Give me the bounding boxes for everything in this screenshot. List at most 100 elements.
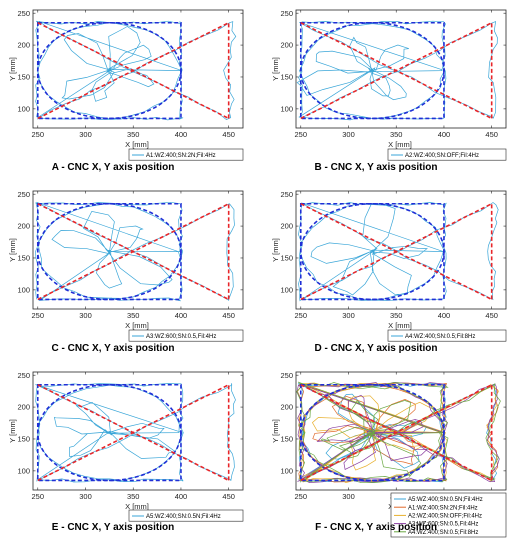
y-tick-label: 150	[280, 435, 293, 444]
y-tick-label: 150	[17, 254, 30, 263]
y-tick-label: 200	[17, 41, 30, 50]
panel-caption-D: D - CNC X, Y axis position	[315, 343, 438, 354]
x-tick-label: 400	[438, 311, 451, 320]
legend-box	[128, 509, 244, 522]
x-tick-label: 250	[32, 130, 45, 139]
chart-panel-B: 250 300 350 400 450 100 150 200 250 X [mm] Y [mm] A…	[271, 9, 507, 173]
legend: A1:WZ:400;SN:2N;Fil:4Hz	[128, 148, 244, 161]
y-axis-label: Y [mm]	[271, 57, 280, 81]
panel-caption-A: A - CNC X, Y axis position	[52, 162, 175, 173]
data-layer	[35, 201, 235, 302]
x-tick-label: 300	[79, 492, 92, 501]
x-tick-label: 450	[222, 311, 235, 320]
x-axis-label: X [mm]	[388, 140, 412, 149]
x-tick-label: 250	[295, 311, 308, 320]
y-tick-label: 250	[17, 371, 30, 380]
legend-box	[128, 329, 244, 342]
panel-caption-B: B - CNC X, Y axis position	[315, 162, 438, 173]
legend: A3:WZ:600;SN:0.5,Fil:4Hz	[128, 329, 244, 342]
x-tick-label: 300	[342, 130, 355, 139]
reference-diagonal-2	[37, 203, 230, 301]
legend-entry: A3:WZ:600;SN:0.5,Fil:4Hz	[408, 522, 478, 528]
reference-circle	[36, 21, 182, 120]
x-tick-label: 250	[295, 130, 308, 139]
y-tick-label: 250	[280, 9, 293, 18]
x-tick-label: 300	[79, 311, 92, 320]
x-tick-label: 400	[175, 492, 188, 501]
y-axis-label: Y [mm]	[271, 419, 280, 443]
x-axis-label: X [mm]	[125, 502, 149, 511]
legend-box	[387, 148, 507, 161]
x-tick-label: 350	[127, 130, 140, 139]
legend-box	[387, 329, 507, 342]
reference-circle	[36, 383, 182, 482]
x-tick-label: 450	[485, 311, 498, 320]
x-tick-label: 450	[222, 130, 235, 139]
y-tick-label: 100	[17, 466, 30, 475]
y-tick-label: 100	[17, 104, 30, 113]
x-tick-label: 250	[295, 492, 308, 501]
y-axis-label: Y [mm]	[271, 238, 280, 262]
reference-circle	[299, 202, 445, 301]
x-tick-label: 450	[485, 130, 498, 139]
data-layer	[35, 383, 236, 483]
legend-entry: A4:WZ:400;SN:0.5;Fil:8Hz	[408, 530, 478, 536]
reference-circle	[299, 383, 445, 482]
x-axis-label: X [mm]	[125, 321, 149, 330]
data-layer	[296, 381, 501, 483]
y-tick-label: 200	[280, 222, 293, 231]
y-tick-label: 100	[280, 466, 293, 475]
panel-caption-C: C - CNC X, Y axis position	[52, 343, 175, 354]
data-layer	[296, 20, 498, 121]
y-tick-label: 250	[280, 371, 293, 380]
trajectory-line-a3	[35, 201, 235, 302]
y-axis-label: Y [mm]	[8, 57, 17, 81]
panel-caption-F: F - CNC X, Y axis position	[315, 522, 437, 533]
y-tick-label: 100	[280, 285, 293, 294]
legend-entry: A2:WZ:400;SN:OFF;Fil:4Hz	[405, 153, 479, 159]
legend-entry: A2:WZ:400;SN:OFF;Fil:4Hz	[408, 514, 482, 520]
chart-panel-C: 250 300 350 400 450 100 150 200 250 X [mm] Y [mm] A…	[8, 190, 244, 354]
reference-diagonal-2	[300, 203, 493, 301]
legend-entry: A3:WZ:600;SN:0.5,Fil:4Hz	[146, 334, 216, 340]
x-tick-label: 350	[390, 130, 403, 139]
x-tick-label: 400	[175, 130, 188, 139]
y-tick-label: 200	[280, 41, 293, 50]
x-axis-label: X [mm]	[125, 140, 149, 149]
y-axis-label: Y [mm]	[8, 419, 17, 443]
x-tick-label: 400	[175, 311, 188, 320]
y-tick-label: 200	[17, 222, 30, 231]
legend: A5:WZ:400;SN:0.5N;Fil:4Hz A1:WZ:400;SN:2N…	[390, 492, 507, 538]
x-tick-label: 250	[32, 492, 45, 501]
x-tick-label: 350	[127, 492, 140, 501]
reference-diagonal-2	[300, 384, 493, 482]
y-tick-label: 250	[280, 190, 293, 199]
reference-diagonal-2	[37, 22, 230, 120]
x-tick-label: 400	[438, 130, 451, 139]
legend: A4:WZ:400;SN:0.5;Fil:8Hz	[387, 329, 507, 342]
reference-diagonal-2	[37, 384, 230, 482]
reference-diagonal-2	[300, 22, 493, 120]
y-tick-label: 100	[17, 285, 30, 294]
y-tick-label: 200	[17, 403, 30, 412]
y-tick-label: 150	[17, 435, 30, 444]
data-layer	[35, 20, 237, 121]
legend-entry: A1:WZ:400;SN:2N;Fil:4Hz	[146, 153, 216, 159]
reference-circle	[36, 202, 182, 301]
x-axis-label: X [mm]	[388, 321, 412, 330]
x-tick-label: 300	[342, 492, 355, 501]
x-tick-label: 300	[79, 130, 92, 139]
chart-panel-E: 250 300 350 400 450 100 150 200 250 X [mm] Y [mm] A…	[8, 371, 244, 533]
chart-panel-D: 250 300 350 400 450 100 150 200 250 X [mm] Y [mm] A…	[271, 190, 507, 354]
legend-entry: A1:WZ:400;SN:2N;Fil:4Hz	[408, 505, 478, 511]
y-tick-label: 150	[17, 73, 30, 82]
y-tick-label: 150	[280, 73, 293, 82]
legend-box	[128, 148, 244, 161]
panel-caption-E: E - CNC X, Y axis position	[52, 522, 174, 533]
legend-entry: A4:WZ:400;SN:0.5;Fil:8Hz	[405, 334, 475, 340]
y-tick-label: 100	[280, 104, 293, 113]
x-tick-label: 350	[127, 311, 140, 320]
y-axis-label: Y [mm]	[8, 238, 17, 262]
